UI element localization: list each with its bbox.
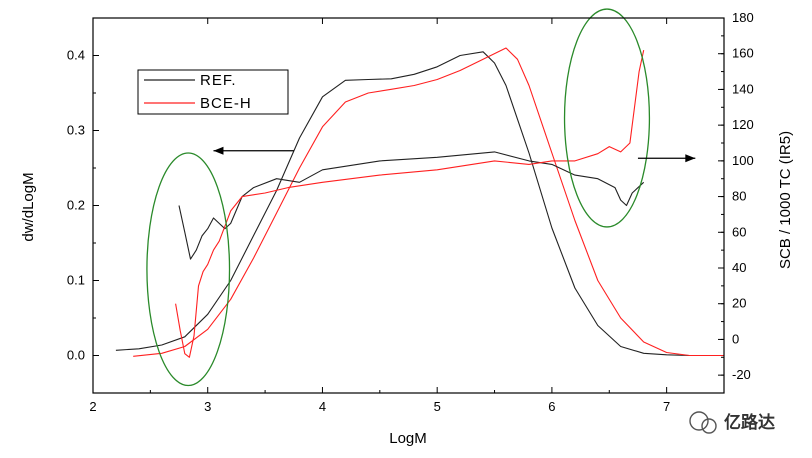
series-layer <box>115 47 724 358</box>
x-tick-label: 7 <box>663 399 670 414</box>
y-right-tick-label: -20 <box>732 367 751 382</box>
y-right-tick-label: 160 <box>732 46 754 61</box>
y-axis-right-title: SCB / 1000 TC (IR5) <box>777 131 794 269</box>
highlight-ellipse-1 <box>563 8 651 228</box>
y-right-tick-label: 0 <box>732 331 739 346</box>
watermark-text: 亿路达 <box>724 412 775 433</box>
arrow-left-head <box>213 146 224 155</box>
series-line-0 <box>115 51 724 357</box>
legend-label-ref: REF. <box>200 72 237 89</box>
x-tick-label: 2 <box>89 399 96 414</box>
y-right-tick-label: 180 <box>732 10 754 25</box>
y-right-tick-label: 40 <box>732 260 746 275</box>
watermark: 亿路达 <box>689 411 775 434</box>
y-right-tick-label: 120 <box>732 117 754 132</box>
wechat-icon <box>689 411 709 431</box>
y-left-tick-label: 0.0 <box>67 348 85 363</box>
x-tick-label: 5 <box>434 399 441 414</box>
y-left-tick-label: 0.2 <box>67 198 85 213</box>
x-tick-label: 3 <box>204 399 211 414</box>
y-axis-left-title: dw/dLogM <box>20 172 37 241</box>
series-line-2 <box>178 151 645 260</box>
y-right-tick-label: 60 <box>732 224 746 239</box>
y-right-tick-label: 80 <box>732 189 746 204</box>
x-axis-title: LogM <box>389 430 427 447</box>
highlight-ellipse-0 <box>146 152 231 387</box>
series-line-3 <box>175 49 645 358</box>
y-left-tick-label: 0.1 <box>67 273 85 288</box>
x-tick-label: 6 <box>548 399 555 414</box>
y-right-tick-label: 140 <box>732 81 754 96</box>
series-line-1 <box>133 47 724 357</box>
y-right-tick-label: 100 <box>732 153 754 168</box>
legend: REF. BCE-H <box>137 69 289 115</box>
annotation-layer <box>146 8 696 387</box>
y-left-tick-label: 0.3 <box>67 123 85 138</box>
legend-label-bce: BCE-H <box>200 95 252 112</box>
wechat-icon-small <box>701 418 717 434</box>
arrow-right-head <box>685 154 696 163</box>
legend-box <box>137 69 289 115</box>
x-tick-label: 4 <box>319 399 326 414</box>
y-left-tick-label: 0.4 <box>67 48 85 63</box>
axis-layer: 2 3 4 5 6 7 0.0 0.1 0.2 0.3 0.4 -20 0 20 40 60 80 100 120 1… <box>67 10 754 414</box>
y-right-tick-label: 20 <box>732 296 746 311</box>
